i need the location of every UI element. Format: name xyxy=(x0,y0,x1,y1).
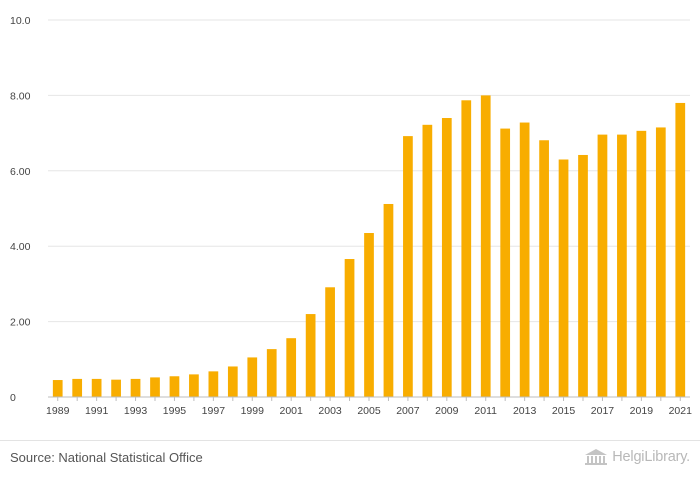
bar-2018 xyxy=(617,134,627,398)
y-tick-label: 4.00 xyxy=(10,241,31,253)
x-tick-label: 2007 xyxy=(396,405,420,417)
bar-2019 xyxy=(636,130,647,397)
bars xyxy=(52,95,686,398)
bar-2009 xyxy=(441,118,452,398)
bar-2001 xyxy=(286,338,297,397)
bar-1991 xyxy=(91,378,102,397)
x-tick-label: 2005 xyxy=(357,405,381,417)
x-tick-label: 2021 xyxy=(669,405,693,417)
bar-1996 xyxy=(189,374,199,397)
library-building-icon xyxy=(585,449,608,465)
x-tick-label: 2017 xyxy=(591,405,615,417)
footer-divider xyxy=(0,440,700,441)
bar-2016 xyxy=(578,154,588,397)
x-tick-label: 1991 xyxy=(85,405,109,417)
bar-2003 xyxy=(325,287,335,397)
bar-1999 xyxy=(247,357,258,397)
bar-2020 xyxy=(655,127,666,397)
bar-1994 xyxy=(150,377,160,397)
bar-1990 xyxy=(72,378,83,397)
y-tick-label: 2.00 xyxy=(10,317,31,329)
x-tick-label: 1989 xyxy=(46,405,70,417)
bar-2000 xyxy=(266,349,277,397)
y-axis: 0 2.00 4.00 6.00 8.00 10.0 xyxy=(10,15,31,404)
bar-2007 xyxy=(403,136,413,397)
x-tick-label: 2011 xyxy=(474,405,497,417)
bar-2013 xyxy=(519,122,530,397)
bar-1993 xyxy=(130,378,141,397)
x-tick-label: 1995 xyxy=(163,405,187,417)
y-tick-label: 0 xyxy=(10,392,16,404)
x-axis: 1989 1991 1993 1995 1997 1999 2001 2003 2005 2007… xyxy=(46,397,692,417)
x-tick-label: 2009 xyxy=(435,405,459,417)
y-tick-label: 10.0 xyxy=(10,15,31,27)
x-tick-label: 2003 xyxy=(318,405,342,417)
bar-2002 xyxy=(305,314,316,397)
bar-2010 xyxy=(461,100,472,398)
bar-2008 xyxy=(422,124,433,397)
bar-2011 xyxy=(480,95,491,398)
x-tick-label: 1997 xyxy=(202,405,226,417)
x-tick-label: 1999 xyxy=(241,405,265,417)
x-tick-label: 1993 xyxy=(124,405,148,417)
bar-1998 xyxy=(227,366,238,397)
bar-2014 xyxy=(539,140,549,397)
bar-1997 xyxy=(208,371,219,397)
bar-1989 xyxy=(52,380,63,397)
x-tick-label: 2015 xyxy=(552,405,576,417)
logo-text: HelgiLibrary. xyxy=(612,449,690,465)
x-tick-label: 2019 xyxy=(630,405,654,417)
x-tick-label: 2013 xyxy=(513,405,537,417)
bar-2004 xyxy=(344,259,355,397)
bar-2015 xyxy=(558,159,569,397)
source-note: Source: National Statistical Office xyxy=(10,450,203,465)
bar-2005 xyxy=(364,233,374,397)
y-tick-label: 8.00 xyxy=(10,90,31,102)
y-tick-label: 6.00 xyxy=(10,166,31,178)
bar-2006 xyxy=(383,203,394,397)
bar-1992 xyxy=(111,379,121,397)
x-tick-label: 2001 xyxy=(280,405,304,417)
bar-2017 xyxy=(597,134,608,398)
bar-2021 xyxy=(675,102,686,397)
bar-2012 xyxy=(500,128,511,397)
helgi-library-logo: HelgiLibrary. xyxy=(584,448,690,466)
bar-1995 xyxy=(169,376,180,397)
